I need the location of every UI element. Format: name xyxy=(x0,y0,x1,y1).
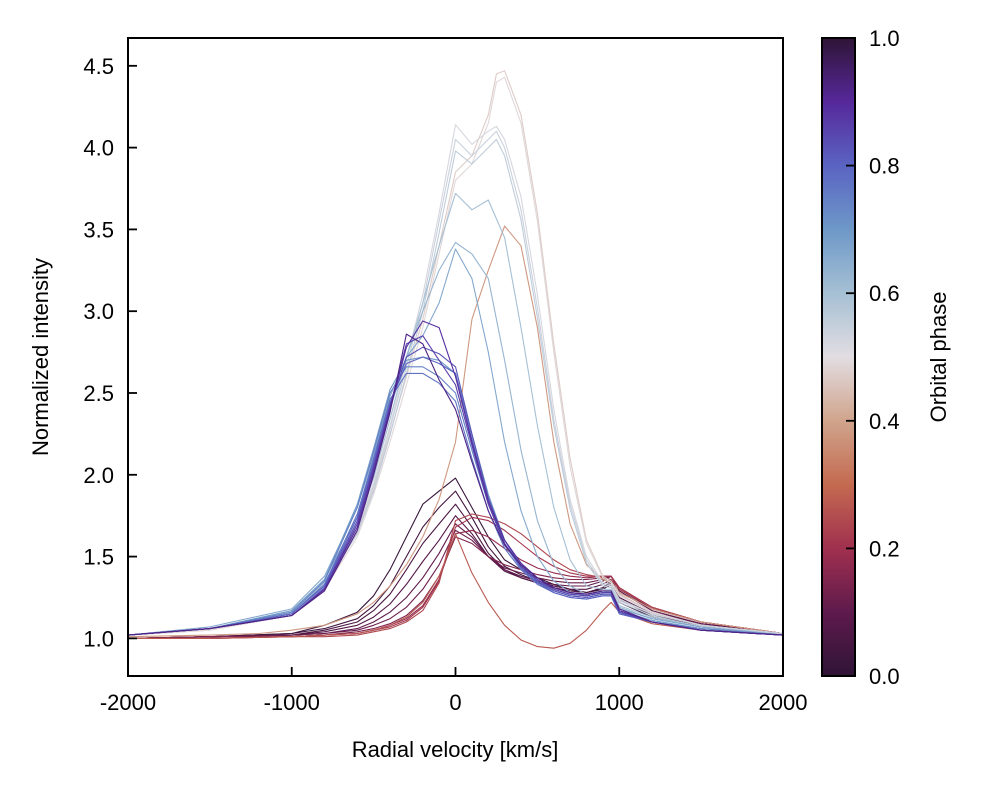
x-tick-label-4: 2000 xyxy=(759,690,808,715)
spectrum-line-25 xyxy=(128,335,783,636)
spectrum-line-17 xyxy=(128,192,783,636)
y-axis-label: Normalized intensity xyxy=(28,258,53,456)
spectrum-line-20 xyxy=(128,356,783,636)
spectrum-line-1 xyxy=(128,490,783,639)
spectrum-line-12 xyxy=(128,70,783,636)
y-axis: 1.0 1.5 2.0 2.5 3.0 3.5 4.0 4.5 xyxy=(83,54,137,651)
spectrum-line-11 xyxy=(128,225,783,638)
colorbar-tick-label-0: 0.0 xyxy=(869,664,900,689)
spectrum-line-27 xyxy=(128,333,783,636)
colorbar-tick-label-2: 0.4 xyxy=(869,409,900,434)
colorbar-axis: 0.0 0.2 0.4 0.6 0.8 1.0 xyxy=(846,26,900,689)
colorbar xyxy=(821,37,856,677)
y-tick-label-1: 1.5 xyxy=(83,545,114,570)
x-axis: -2000 -1000 0 1000 2000 xyxy=(100,667,808,715)
x-tick-label-1: -1000 xyxy=(264,690,320,715)
colorbar-tick-label-3: 0.6 xyxy=(869,281,900,306)
y-tick-label-7: 4.5 xyxy=(83,54,114,79)
spectra-lines xyxy=(128,70,783,649)
spectrum-line-10 xyxy=(128,533,783,649)
colorbar-tick-label-4: 0.8 xyxy=(869,154,900,179)
spectrum-line-24 xyxy=(128,346,783,636)
colorbar-tick-label-1: 0.2 xyxy=(869,536,900,561)
plot-frame xyxy=(127,37,784,677)
spectrum-line-9 xyxy=(128,513,783,639)
y-tick-label-2: 2.0 xyxy=(83,463,114,488)
y-tick-label-5: 3.5 xyxy=(83,217,114,242)
spectrum-line-23 xyxy=(128,356,783,636)
colorbar-tick-label-5: 1.0 xyxy=(869,26,900,51)
spectrum-line-0 xyxy=(128,477,783,639)
x-axis-label: Radial velocity [km/s] xyxy=(352,737,559,762)
spectrum-line-15 xyxy=(128,130,783,636)
y-tick-label-0: 1.0 xyxy=(83,626,114,651)
spectrum-line-13 xyxy=(128,76,783,636)
y-tick-label-6: 4.0 xyxy=(83,136,114,161)
colorbar-label: Orbital phase xyxy=(926,292,951,423)
x-tick-label-2: 0 xyxy=(449,690,461,715)
spectrum-line-14 xyxy=(128,124,783,636)
y-tick-label-4: 3.0 xyxy=(83,299,114,324)
spectrum-line-16 xyxy=(128,138,783,636)
spectrum-line-21 xyxy=(128,366,783,636)
x-tick-label-0: -2000 xyxy=(100,690,156,715)
y-tick-label-3: 2.5 xyxy=(83,381,114,406)
x-tick-label-3: 1000 xyxy=(595,690,644,715)
